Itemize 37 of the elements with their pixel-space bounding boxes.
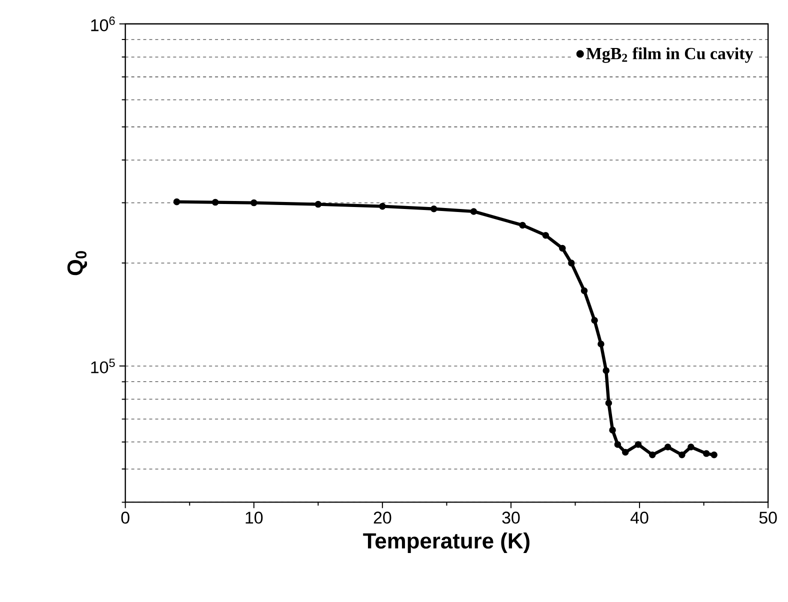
point (314, 200, 322, 208)
point (614, 441, 622, 448)
point (605, 400, 612, 406)
point (598, 340, 604, 348)
point (678, 452, 686, 458)
point (609, 426, 616, 434)
x-tick-label: 10 (246, 512, 263, 524)
point (622, 448, 629, 456)
x-axis-title: Temperature (K) (363, 532, 530, 554)
legend-label: MgB$_{2}$ film in Cu cavity (586, 47, 754, 63)
point (602, 367, 610, 374)
point (702, 450, 710, 457)
point (580, 287, 588, 294)
x-tick-label: 20 (374, 512, 392, 524)
point (688, 444, 694, 450)
point (710, 452, 718, 458)
x-tick-label: 0 (121, 512, 130, 524)
y-tick-label: 10$^{6}$ (91, 16, 115, 32)
x-tick-label: 30 (502, 512, 520, 524)
point (568, 260, 575, 267)
point (634, 441, 642, 448)
point (212, 198, 219, 206)
point (542, 232, 550, 239)
y-axis-title: Q$_{0}$ (67, 251, 88, 276)
point (250, 199, 258, 206)
point (559, 244, 566, 252)
point (430, 206, 438, 212)
point (649, 452, 656, 458)
point (664, 444, 672, 450)
point (470, 208, 478, 215)
x-tick-label: 50 (759, 512, 777, 524)
point (519, 222, 526, 229)
point (173, 198, 180, 206)
y-tick-label: 10$^{5}$ (91, 358, 115, 374)
point (379, 202, 386, 210)
x-tick-label: 40 (630, 512, 648, 524)
point (591, 317, 598, 324)
